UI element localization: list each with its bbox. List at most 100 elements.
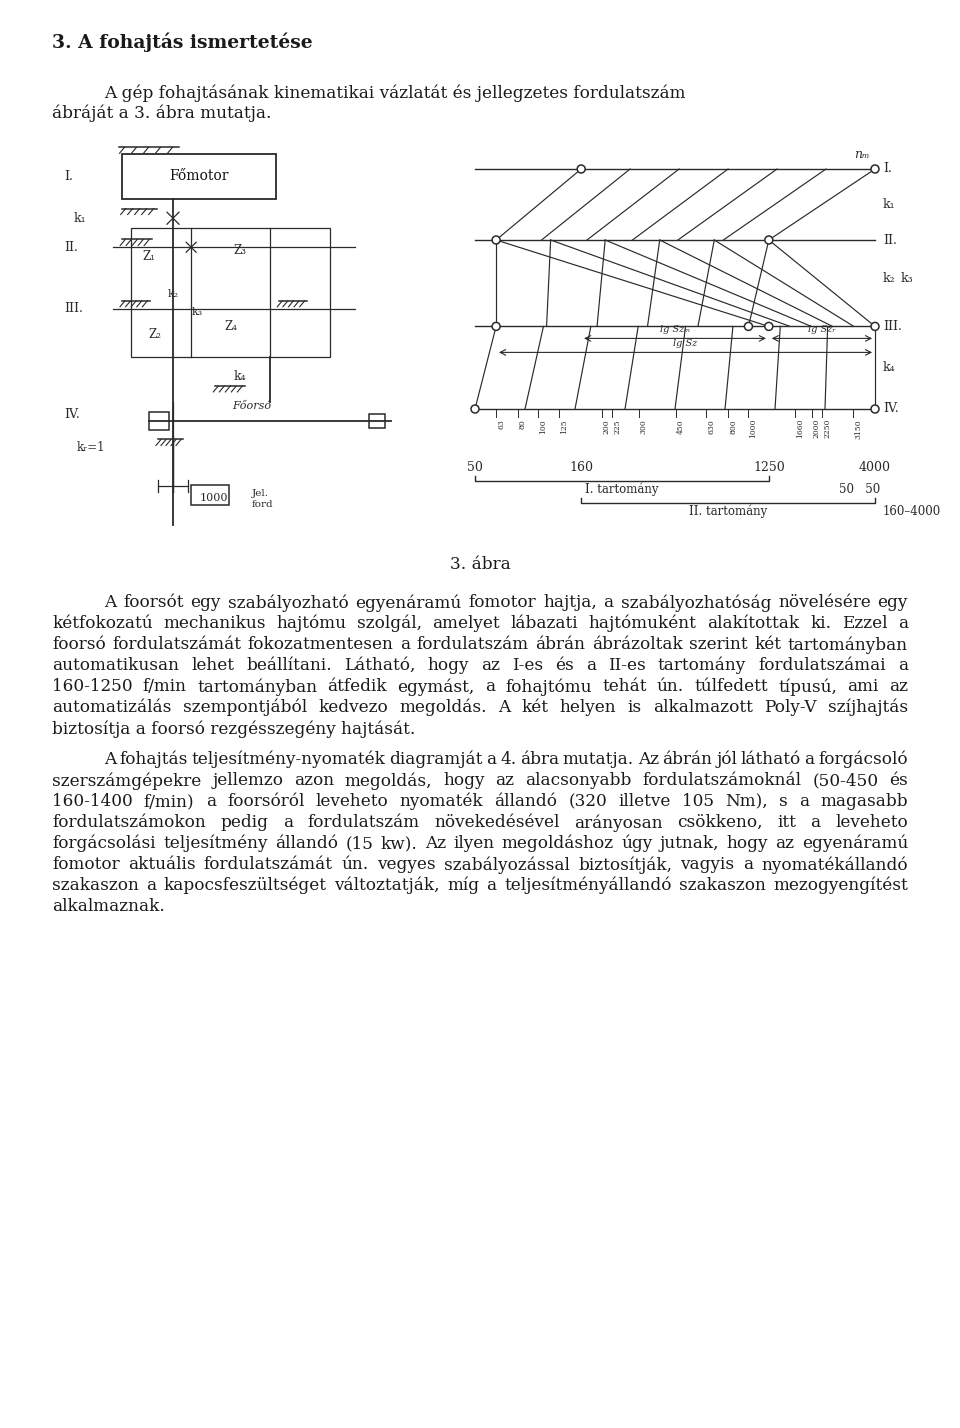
Text: 800: 800	[729, 418, 737, 434]
Text: Z₄: Z₄	[225, 320, 237, 333]
Text: a: a	[586, 657, 596, 674]
Text: kétfokozatú: kétfokozatú	[52, 615, 153, 633]
Text: 50   50: 50 50	[839, 483, 880, 496]
Text: mechanikus: mechanikus	[163, 615, 266, 633]
Text: tartományban: tartományban	[197, 678, 317, 695]
Text: leveheto: leveheto	[316, 793, 389, 810]
Text: a: a	[743, 855, 753, 873]
Text: fohajtómu: fohajtómu	[505, 678, 591, 695]
Text: ún.: ún.	[342, 855, 369, 873]
Text: jellemzo: jellemzo	[212, 773, 283, 790]
Text: fordulatszámát: fordulatszámát	[112, 635, 241, 653]
Text: k₃: k₃	[192, 307, 203, 317]
Text: szempontjából: szempontjából	[182, 698, 307, 717]
Text: csökkeno,: csökkeno,	[677, 814, 762, 831]
Text: 80: 80	[519, 418, 527, 428]
Text: 125: 125	[560, 418, 567, 434]
Text: ábráját a 3. ábra mutatja.: ábráját a 3. ábra mutatja.	[52, 106, 272, 123]
Text: a: a	[146, 877, 156, 894]
Text: a: a	[205, 793, 216, 810]
Text: kapocsfeszültséget: kapocsfeszültséget	[164, 877, 326, 894]
Text: ami: ami	[848, 678, 878, 695]
Text: hajtja,: hajtja,	[543, 594, 597, 611]
Text: IV.: IV.	[883, 403, 899, 416]
Text: Az: Az	[424, 835, 445, 853]
Text: biztosítja a foorsó rezgésszegény hajtását.: biztosítja a foorsó rezgésszegény hajtás…	[52, 720, 416, 737]
Text: változtatják,: változtatják,	[334, 877, 440, 894]
Text: míg: míg	[447, 877, 479, 894]
Text: fordulatszámát: fordulatszámát	[204, 855, 333, 873]
Circle shape	[471, 406, 479, 413]
Text: a: a	[604, 594, 613, 611]
Text: foorsót: foorsót	[123, 594, 183, 611]
Text: helyen: helyen	[560, 698, 616, 715]
Text: a: a	[898, 657, 908, 674]
Text: fokozatmentesen: fokozatmentesen	[248, 635, 394, 653]
Text: tartományban: tartományban	[788, 635, 908, 654]
Text: az: az	[481, 657, 500, 674]
Text: fohajtás: fohajtás	[120, 751, 188, 768]
Circle shape	[577, 166, 586, 173]
Text: az: az	[495, 773, 515, 790]
Text: két: két	[521, 698, 548, 715]
Text: egyenáramú: egyenáramú	[802, 835, 908, 853]
Text: tartomány: tartomány	[658, 657, 746, 674]
Text: 300: 300	[639, 418, 648, 434]
Text: látható: látható	[741, 751, 801, 768]
Circle shape	[744, 323, 753, 330]
Text: k₄: k₄	[233, 370, 246, 383]
Text: a: a	[487, 877, 496, 894]
Text: 225: 225	[613, 418, 621, 434]
Text: Jel.
ford: Jel. ford	[252, 490, 274, 508]
Text: 160–4000: 160–4000	[883, 506, 941, 518]
Text: f/min): f/min)	[144, 793, 195, 810]
Text: ún.: ún.	[657, 678, 684, 695]
Text: fordulatszámoknál: fordulatszámoknál	[642, 773, 802, 790]
Text: 1250: 1250	[753, 461, 784, 474]
Text: az: az	[889, 678, 908, 695]
Text: II.: II.	[883, 234, 897, 247]
Text: forgácsolási: forgácsolási	[52, 835, 156, 853]
Text: túlfedett: túlfedett	[694, 678, 768, 695]
Text: ábrán: ábrán	[662, 751, 712, 768]
Text: fordulatszámai: fordulatszámai	[758, 657, 886, 674]
Text: az: az	[776, 835, 795, 853]
Text: I. tartomány: I. tartomány	[586, 483, 659, 497]
Text: k₂: k₂	[883, 271, 896, 284]
Text: 160-1250: 160-1250	[52, 678, 132, 695]
Bar	[149, 413, 169, 430]
Text: a: a	[283, 814, 293, 831]
Text: A gép fohajtásának kinematikai vázlatát és jellegzetes fordulatszám: A gép fohajtásának kinematikai vázlatát …	[104, 84, 685, 101]
Text: szakaszon: szakaszon	[679, 877, 766, 894]
Text: kᵣ=1: kᵣ=1	[76, 441, 105, 454]
Text: hogy: hogy	[444, 773, 485, 790]
Text: 105: 105	[682, 793, 714, 810]
Text: foorsó: foorsó	[52, 635, 106, 653]
Text: 3. A fohajtás ismertetése: 3. A fohajtás ismertetése	[52, 31, 313, 51]
Text: 160: 160	[569, 461, 593, 474]
Bar	[122, 154, 276, 198]
Text: aktuális: aktuális	[128, 855, 196, 873]
Text: egy: egy	[190, 594, 221, 611]
Text: alkalmazott: alkalmazott	[653, 698, 753, 715]
Text: I-es: I-es	[512, 657, 543, 674]
Text: Az: Az	[637, 751, 659, 768]
Text: fomotor: fomotor	[468, 594, 536, 611]
Circle shape	[871, 166, 879, 173]
Text: leveheto: leveheto	[835, 814, 908, 831]
Text: I.: I.	[883, 163, 892, 176]
Circle shape	[492, 236, 500, 244]
Text: ábrázoltak: ábrázoltak	[592, 635, 683, 653]
Text: fomotor: fomotor	[52, 855, 120, 873]
Text: vagyis: vagyis	[681, 855, 734, 873]
Text: ilyen: ilyen	[453, 835, 494, 853]
Text: teljesítmény: teljesítmény	[163, 835, 268, 853]
Text: hogy: hogy	[427, 657, 468, 674]
Text: átfedik: átfedik	[327, 678, 387, 695]
Text: itt: itt	[778, 814, 796, 831]
Text: fordulatszám: fordulatszám	[307, 814, 420, 831]
Text: (320: (320	[568, 793, 608, 810]
Text: Z₂: Z₂	[149, 328, 161, 341]
Text: 450: 450	[677, 418, 684, 434]
Text: Z₁: Z₁	[142, 250, 156, 263]
